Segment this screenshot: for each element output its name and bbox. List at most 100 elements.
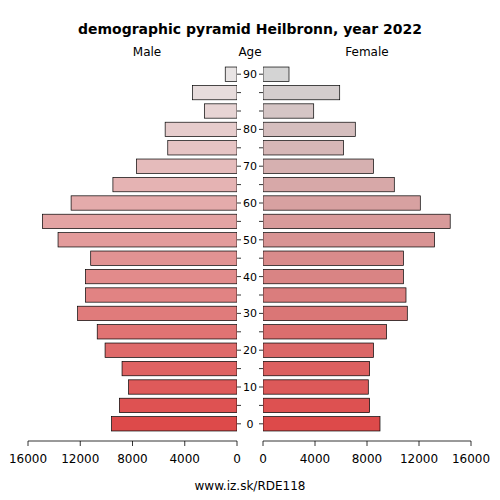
bar <box>263 251 403 265</box>
tick <box>237 350 241 351</box>
tick-label: 40 <box>243 271 257 284</box>
tick-label: 0 <box>247 418 254 431</box>
bar <box>85 269 237 283</box>
tick-label: 20 <box>243 344 257 357</box>
bar <box>263 361 370 375</box>
tick <box>237 423 241 424</box>
bar <box>136 159 237 173</box>
bar <box>97 325 237 339</box>
bar <box>263 398 370 412</box>
tick <box>315 441 316 446</box>
bar <box>263 196 420 210</box>
tick <box>237 295 241 296</box>
tick <box>259 92 263 93</box>
bar <box>263 122 355 136</box>
tick-label: 0 <box>233 452 241 466</box>
tick <box>259 258 263 259</box>
tick <box>237 239 241 240</box>
bar <box>71 196 237 210</box>
bar <box>119 398 237 412</box>
tick <box>237 258 241 259</box>
tick <box>237 441 238 446</box>
bar <box>263 104 314 118</box>
tick <box>237 331 241 332</box>
tick-label: 30 <box>243 307 257 320</box>
tick-label: 4000 <box>300 452 331 466</box>
tick <box>237 184 241 185</box>
tick <box>259 331 263 332</box>
bar <box>263 233 435 247</box>
bars <box>42 67 237 431</box>
bar <box>263 159 374 173</box>
axis-label: Age <box>238 45 261 59</box>
tick <box>237 74 241 75</box>
tick-label: 16000 <box>9 452 47 466</box>
bar <box>204 104 237 118</box>
tick-label: 60 <box>243 197 257 210</box>
tick <box>259 350 263 351</box>
tick <box>237 129 241 130</box>
caption: www.iz.sk/RDE118 <box>195 479 306 493</box>
bar <box>225 67 237 81</box>
bar <box>263 417 380 431</box>
tick <box>259 295 263 296</box>
bar <box>193 85 237 99</box>
tick <box>237 203 241 204</box>
bar <box>78 306 237 320</box>
bar <box>263 306 407 320</box>
tick <box>237 166 241 167</box>
bar <box>263 343 374 357</box>
tick-label: 12000 <box>400 452 438 466</box>
tick <box>259 368 263 369</box>
tick <box>367 441 368 446</box>
tick <box>259 387 263 388</box>
bar <box>263 288 406 302</box>
tick-label: 80 <box>243 123 257 136</box>
bar <box>105 343 237 357</box>
bar <box>263 141 344 155</box>
tick-label: 4000 <box>169 452 200 466</box>
tick <box>263 441 264 446</box>
bar <box>263 269 403 283</box>
bar <box>58 233 237 247</box>
tick <box>132 441 133 446</box>
tick <box>28 441 29 446</box>
tick-label: 0 <box>259 452 267 466</box>
bar <box>263 380 368 394</box>
bar <box>113 177 237 191</box>
tick <box>237 221 241 222</box>
bar <box>91 251 237 265</box>
side-label: Female <box>345 45 388 59</box>
tick-label: 50 <box>243 234 257 247</box>
tick <box>80 441 81 446</box>
bar <box>263 214 450 228</box>
bar <box>263 67 289 81</box>
tick <box>259 203 263 204</box>
tick <box>259 276 263 277</box>
tick <box>419 441 420 446</box>
tick-label: 10 <box>243 381 257 394</box>
tick <box>259 129 263 130</box>
tick <box>237 111 241 112</box>
tick <box>237 313 241 314</box>
tick-label: 8000 <box>117 452 148 466</box>
tick-label: 90 <box>243 68 257 81</box>
bar <box>85 288 237 302</box>
tick <box>259 184 263 185</box>
tick <box>237 92 241 93</box>
tick <box>237 368 241 369</box>
bar <box>112 417 237 431</box>
bar <box>42 214 237 228</box>
title: demographic pyramid Heilbronn, year 2022 <box>78 21 422 37</box>
tick <box>259 166 263 167</box>
side-label: Male <box>133 45 161 59</box>
tick <box>237 387 241 388</box>
tick-label: 70 <box>243 160 257 173</box>
tick <box>259 74 263 75</box>
tick-label: 8000 <box>352 452 383 466</box>
tick <box>259 239 263 240</box>
chart: demographic pyramid Heilbronn, year 2022… <box>0 0 500 500</box>
tick <box>259 111 263 112</box>
tick <box>259 221 263 222</box>
tick <box>237 405 241 406</box>
